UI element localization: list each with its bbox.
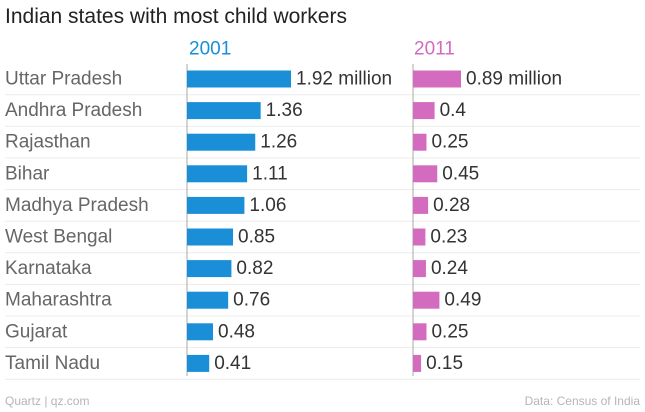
data-label-2011: 0.45 (442, 163, 479, 184)
bar-2011 (413, 70, 461, 88)
data-label-2011: 0.4 (440, 100, 467, 121)
data-label-2011: 0.25 (431, 321, 468, 342)
data-label-2001: 1.26 (260, 132, 297, 153)
data-label-2011: 0.28 (433, 195, 470, 216)
bar-2001 (187, 70, 291, 88)
bar-2001 (187, 165, 248, 183)
category-label: Karnataka (5, 258, 92, 279)
data-label-2001: 0.76 (233, 290, 270, 311)
data-label-2011: 0.23 (430, 227, 467, 248)
bar-2001 (187, 133, 256, 151)
bar-2011 (413, 354, 422, 372)
bar-2011 (413, 260, 426, 278)
category-label: West Bengal (5, 227, 112, 248)
series-header-2011: 2011 (414, 39, 455, 60)
bar-2001 (187, 291, 229, 309)
bar-2001 (187, 102, 261, 120)
category-label: Rajasthan (5, 132, 91, 153)
bar-2001 (187, 260, 232, 278)
data-label-2001: 0.82 (236, 258, 273, 279)
bar-2011 (413, 228, 426, 246)
bar-2001 (187, 228, 234, 246)
chart-title: Indian states with most child workers (5, 5, 347, 28)
bar-2001 (187, 323, 213, 341)
data-label-2001: 1.36 (266, 100, 303, 121)
category-label: Tamil Nadu (5, 353, 100, 374)
category-label: Madhya Pradesh (5, 195, 149, 216)
bar-2011 (413, 165, 438, 183)
data-label-2011: 0.15 (426, 353, 463, 374)
source-credit: Quartz | qz.com (5, 394, 90, 408)
category-label: Maharashtra (5, 290, 112, 311)
bar-2001 (187, 354, 210, 372)
data-label-2011: 0.24 (431, 258, 468, 279)
category-label: Uttar Pradesh (5, 69, 122, 90)
category-label: Andhra Pradesh (5, 100, 142, 121)
category-label: Gujarat (5, 321, 68, 342)
data-credit: Data: Census of India (524, 394, 640, 408)
bar-2011 (413, 323, 427, 341)
bar-2011 (413, 133, 427, 151)
data-label-2011: 0.25 (431, 132, 468, 153)
category-label: Bihar (5, 163, 50, 184)
data-label-2001: 0.48 (218, 321, 255, 342)
data-label-2001: 0.41 (214, 353, 251, 374)
data-label-2001: 0.85 (238, 227, 275, 248)
bar-2011 (413, 102, 435, 120)
bar-2001 (187, 196, 245, 214)
data-label-2001: 1.11 (252, 163, 288, 184)
series-header-2001: 2001 (189, 39, 231, 60)
data-label-2001: 1.06 (249, 195, 286, 216)
bar-2011 (413, 196, 429, 214)
data-label-2001: 1.92 million (296, 69, 392, 90)
data-label-2011: 0.49 (444, 290, 481, 311)
data-label-2011: 0.89 million (466, 69, 562, 90)
bar-2011 (413, 291, 440, 309)
